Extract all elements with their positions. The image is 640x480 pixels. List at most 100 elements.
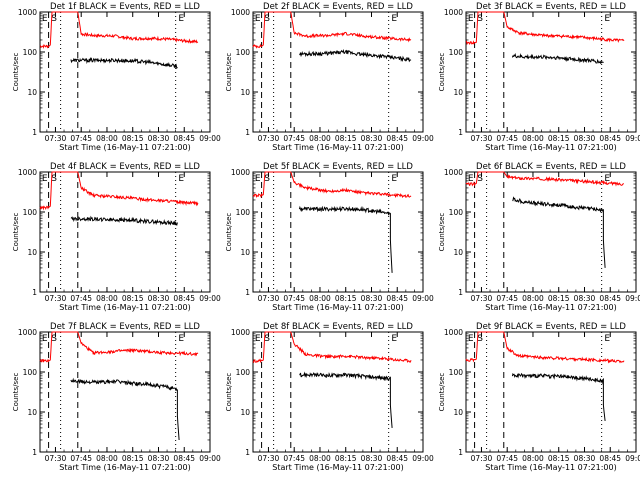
series-line-lld [39,171,199,211]
event-annotation: E [468,174,474,184]
y-tick-label: 100 [23,368,38,377]
x-axis-label: Start Time (16-May-11 07:21:00) [59,143,190,152]
x-tick-label: 07:30 [45,294,67,303]
x-tick-label: 09:00 [199,294,221,303]
x-tick-label: 07:30 [45,454,67,463]
y-tick-label: 100 [236,48,251,57]
x-axis-label: Start Time (16-May-11 07:21:00) [59,463,190,472]
event-annotation: S [264,334,270,344]
event-annotation: E [178,14,184,24]
y-tick-label: 100 [449,48,464,57]
plot-frame [39,11,211,133]
y-tick-label: 10 [240,88,250,97]
x-tick-label: 07:45 [283,454,305,463]
x-axis-label: Start Time (16-May-11 07:21:00) [485,143,616,152]
panel-title: Det 5f BLACK = Events, RED = LLD [263,162,413,172]
y-tick-label: 1 [32,288,37,297]
event-annotation: S [51,174,57,184]
x-tick-label: 08:00 [522,134,544,143]
event-annotation: E [391,334,397,344]
y-tick-label: 1000 [18,8,37,17]
y-tick-label: 10 [27,88,37,97]
y-tick-label: 100 [449,208,464,217]
y-axis-label: Counts/sec [225,373,233,412]
x-tick-label: 08:15 [548,134,570,143]
panel-title: Det 4f BLACK = Events, RED = LLD [50,162,200,172]
x-tick-label: 09:00 [412,294,434,303]
x-tick-label: 08:30 [361,134,383,143]
detector-panel-8: Det 8f BLACK = Events, RED = LLD 1 10 100 10… [225,322,434,472]
detector-panel-4: Det 4f BLACK = Events, RED = LLD 1 10 100 10… [12,162,221,312]
x-tick-label: 08:15 [122,294,144,303]
y-axis-label: Counts/sec [12,213,20,252]
plot-frame [252,331,424,453]
x-tick-label: 09:00 [412,454,434,463]
y-tick-label: 1000 [231,8,250,17]
x-tick-label: 07:45 [70,454,92,463]
event-annotation: E [604,14,610,24]
event-annotation: E [391,174,397,184]
series-line-events [70,377,180,441]
x-tick-label: 07:30 [45,134,67,143]
x-axis-label: Start Time (16-May-11 07:21:00) [59,303,190,312]
x-tick-label: 07:45 [496,454,518,463]
x-tick-label: 07:30 [471,454,493,463]
x-tick-label: 08:15 [122,134,144,143]
x-tick-label: 08:45 [599,134,621,143]
series-line-lld [252,331,412,364]
event-annotation: S [477,14,483,24]
x-tick-label: 08:15 [335,294,357,303]
x-tick-label: 08:30 [574,294,596,303]
detector-panel-1: Det 1f BLACK = Events, RED = LLD 1 10 100 10… [12,2,221,152]
y-tick-label: 1000 [444,328,463,337]
series-line-lld [465,171,625,187]
y-axis-label: Counts/sec [12,373,20,412]
y-tick-label: 1 [32,448,37,457]
x-tick-label: 08:00 [96,134,118,143]
event-annotation: S [51,14,57,24]
panel-title: Det 6f BLACK = Events, RED = LLD [476,162,626,172]
x-tick-label: 09:00 [625,294,640,303]
event-annotation: S [51,334,57,344]
x-tick-label: 08:45 [173,134,195,143]
series-line-events [298,205,393,273]
x-tick-label: 07:45 [70,294,92,303]
x-tick-label: 08:45 [386,454,408,463]
series-line-lld [465,11,625,46]
x-tick-label: 08:30 [361,294,383,303]
detector-panel-6: Det 6f BLACK = Events, RED = LLD 1 10 100 10… [438,162,640,312]
x-axis-label: Start Time (16-May-11 07:21:00) [485,303,616,312]
detector-panel-9: Det 9f BLACK = Events, RED = LLD 1 10 100 10… [438,322,640,472]
panel-title: Det 7f BLACK = Events, RED = LLD [50,322,200,332]
event-annotation: E [391,14,397,24]
x-tick-label: 08:45 [599,454,621,463]
x-tick-label: 08:30 [574,454,596,463]
detector-panel-3: Det 3f BLACK = Events, RED = LLD 1 10 100 10… [438,2,640,152]
series-line-lld [252,171,412,199]
plot-frame [39,171,211,293]
series-line-events [299,48,412,63]
panel-title: Det 3f BLACK = Events, RED = LLD [476,2,626,12]
y-axis-label: Counts/sec [225,213,233,252]
x-tick-label: 08:30 [361,454,383,463]
x-tick-label: 07:45 [70,134,92,143]
x-tick-label: 08:15 [548,294,570,303]
x-tick-label: 08:00 [309,134,331,143]
y-tick-label: 10 [27,408,37,417]
x-tick-label: 08:15 [548,454,570,463]
x-tick-label: 08:45 [386,294,408,303]
plot-frame [465,331,637,453]
y-tick-label: 10 [453,408,463,417]
series-line-events [512,196,606,268]
y-tick-label: 1000 [444,8,463,17]
x-tick-label: 07:45 [496,134,518,143]
x-axis-label: Start Time (16-May-11 07:21:00) [272,303,403,312]
x-tick-label: 08:30 [148,454,170,463]
x-tick-label: 08:15 [335,454,357,463]
x-tick-label: 07:45 [283,294,305,303]
event-annotation: E [468,14,474,24]
x-tick-label: 08:00 [522,454,544,463]
y-tick-label: 1000 [231,328,250,337]
event-annotation: E [42,174,48,184]
y-tick-label: 1000 [18,168,37,177]
